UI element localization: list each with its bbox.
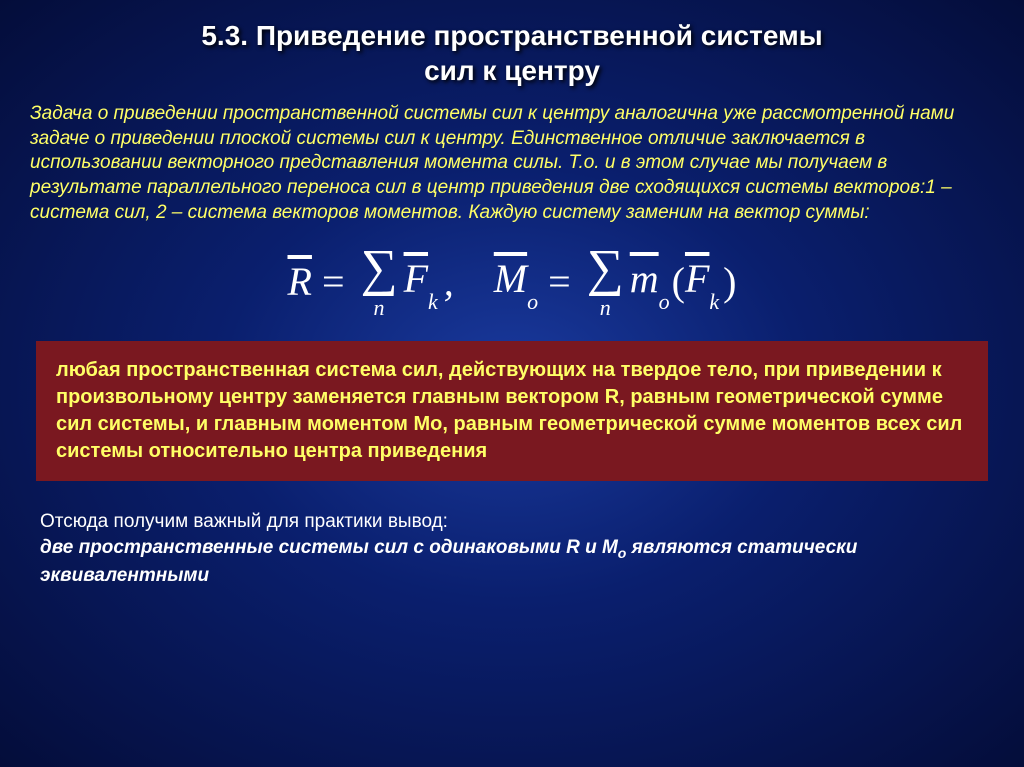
title-line-1: 5.3. Приведение пространственной системы xyxy=(201,20,822,51)
theorem-box: любая пространственная система сил, дейс… xyxy=(36,341,988,481)
intro-paragraph: Задача о приведении пространственной сис… xyxy=(30,102,994,225)
comma: , xyxy=(444,258,454,305)
formula-r: R = ∑ n Fk , xyxy=(288,243,454,319)
sigma-symbol-2: ∑ xyxy=(587,243,624,295)
f-bar-1: F xyxy=(404,256,428,301)
small-m-bar: m xyxy=(630,256,659,301)
m-bar: M xyxy=(494,256,527,301)
o-sub-1: o xyxy=(527,289,538,314)
mo: Mo xyxy=(494,255,538,307)
fk-2: Fk xyxy=(685,255,719,307)
sigma-sub-1: n xyxy=(374,297,385,319)
conclusion-plain: Отсюда получим важный для практики вывод… xyxy=(40,511,448,532)
lparen: ( xyxy=(672,258,685,305)
o-sub-2: o xyxy=(659,289,670,314)
f-bar-2: F xyxy=(685,256,709,301)
k-sub-2: k xyxy=(709,289,719,314)
k-sub-1: k xyxy=(428,289,438,314)
title-line-2: сил к центру xyxy=(424,55,600,86)
rparen: ) xyxy=(723,258,736,305)
equals-1: = xyxy=(322,258,345,305)
conclusion-bold: две пространственные системы сил с одина… xyxy=(40,537,857,586)
formula-m: Mo = ∑ n mo ( Fk ) xyxy=(494,243,737,319)
sigma-sub-2: n xyxy=(600,297,611,319)
slide: 5.3. Приведение пространственной системы… xyxy=(0,0,1024,608)
formula-block: R = ∑ n Fk , Mo = ∑ n mo ( xyxy=(30,243,994,319)
sigma-symbol-1: ∑ xyxy=(361,243,398,295)
slide-title: 5.3. Приведение пространственной системы… xyxy=(30,18,994,88)
var-r: R xyxy=(288,258,312,305)
sigma-1: ∑ n xyxy=(361,243,398,319)
equals-2: = xyxy=(548,258,571,305)
small-mo: mo xyxy=(630,255,670,307)
conclusion: Отсюда получим важный для практики вывод… xyxy=(30,509,994,588)
fk-1: Fk xyxy=(404,255,438,307)
conclusion-bold-1: две пространственные системы сил с одина… xyxy=(40,537,618,558)
sigma-2: ∑ n xyxy=(587,243,624,319)
